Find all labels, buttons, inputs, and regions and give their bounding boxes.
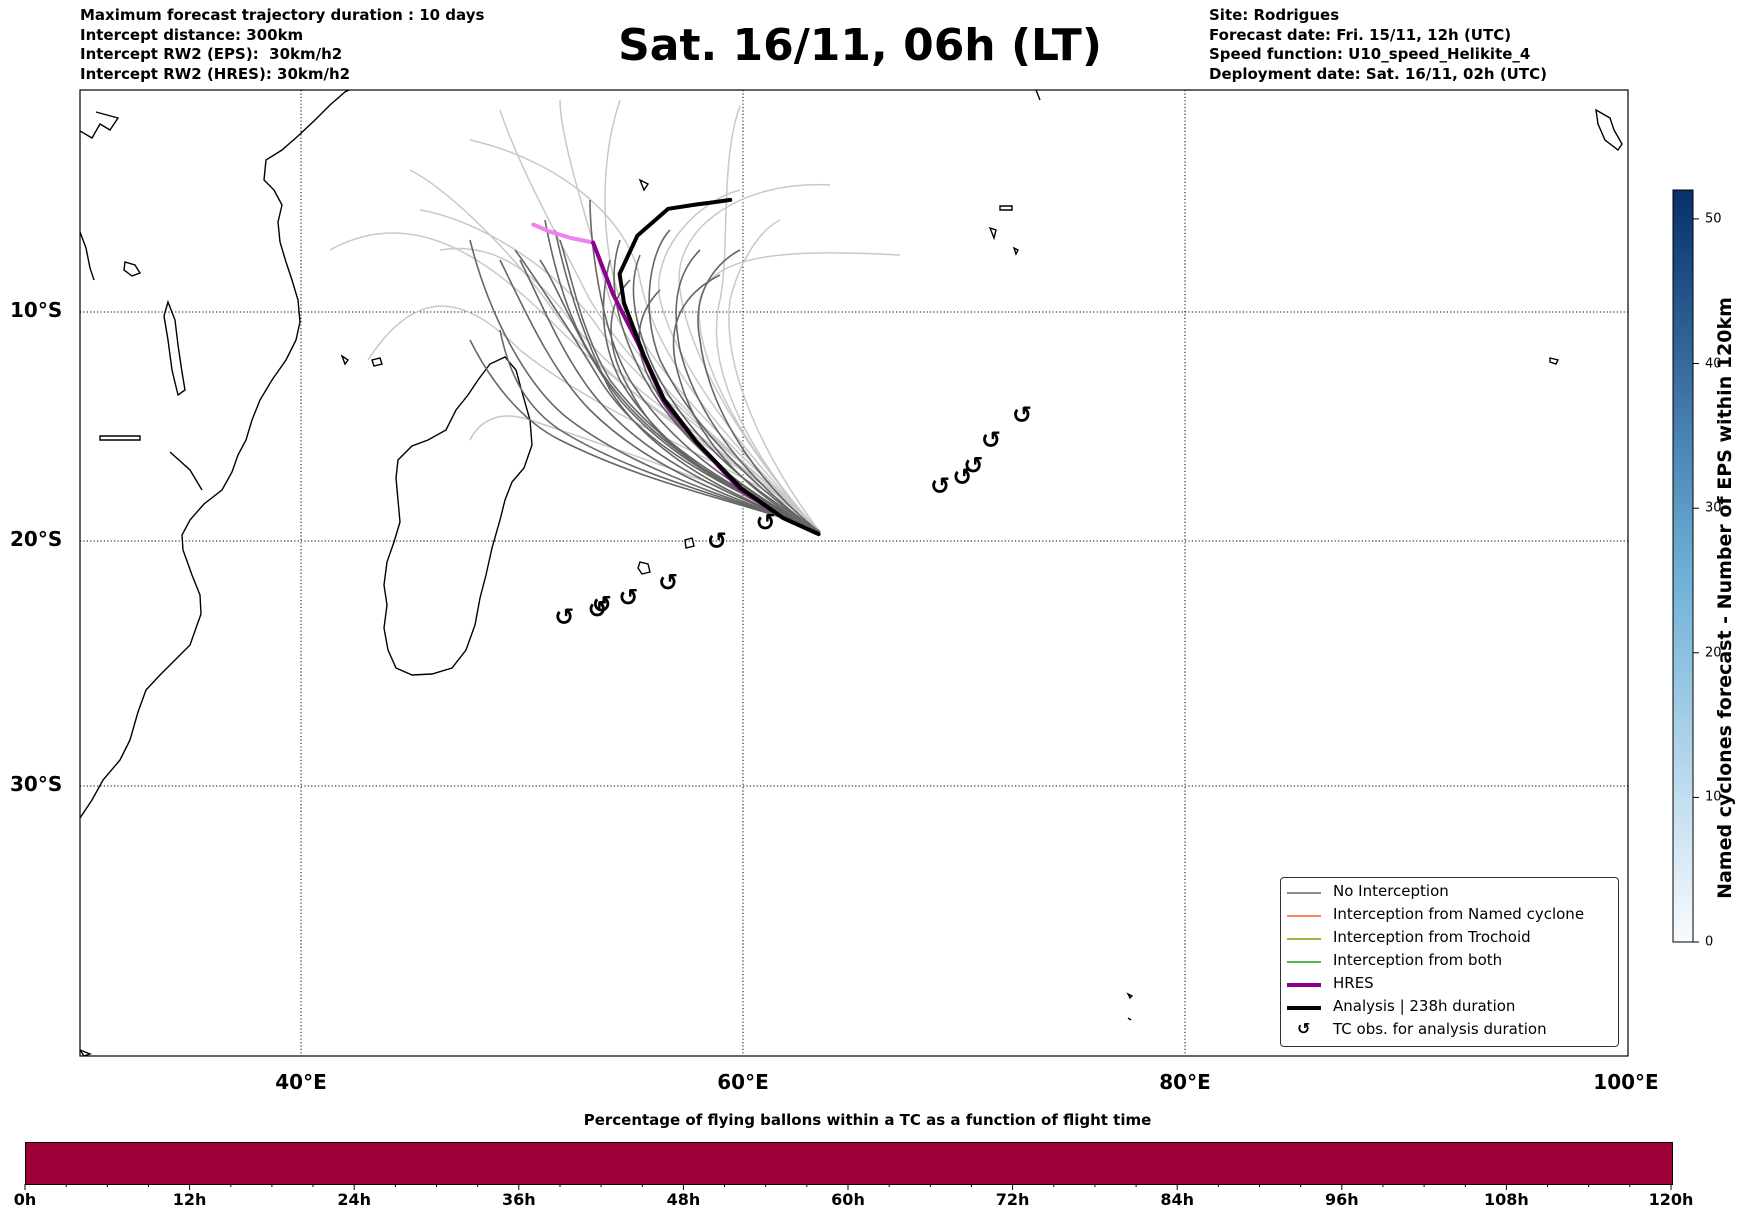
time-bar-label: 48h [666, 1190, 701, 1209]
colorbar-tick-label: 20 [1705, 645, 1722, 661]
gridlines [80, 90, 1628, 1056]
colorbar-gradient [1672, 189, 1694, 943]
legend-line-both [1287, 961, 1321, 963]
eps-trajectories-no-interception [469, 199, 821, 533]
tc-obs-marker: ↺ [658, 569, 678, 597]
legend-label: Interception from Named cyclone [1333, 905, 1585, 923]
time-bar [25, 1142, 1673, 1185]
lat-label-20s: 20°S [10, 527, 63, 551]
lon-label-100e: 100°E [1593, 1070, 1659, 1094]
tc-observations: ↺ ↺↺ ↺↺↺↺↺ ↺↺↺↺ [554, 401, 1032, 631]
lon-label-80e: 80°E [1159, 1070, 1211, 1094]
time-bar-label: 84h [1160, 1190, 1195, 1209]
header-line-rw2-hres: Intercept RW2 (HRES): 30km/h2 [80, 65, 351, 83]
header-line-site: Site: Rodrigues [1209, 6, 1340, 24]
time-bar-label: 12h [172, 1190, 207, 1209]
colorbar-title: Named cyclones forecast - Number of EPS … [1714, 297, 1736, 899]
tc-obs-marker: ↺ [1012, 401, 1032, 429]
legend-item-analysis: Analysis | 238h duration [1281, 996, 1618, 1018]
legend-label: TC obs. for analysis duration [1333, 1020, 1547, 1038]
legend-line-named-cyclone [1287, 915, 1321, 917]
time-bar-label: 120h [1648, 1190, 1694, 1209]
colorbar-tick-label: 40 [1705, 356, 1722, 371]
tc-obs-marker: ↺ [618, 583, 638, 611]
legend-line-analysis [1287, 1006, 1321, 1010]
tc-obs-marker: ↺ [554, 603, 574, 631]
tc-obs-marker: ↺ [587, 596, 607, 624]
main-title: Sat. 16/11, 06h (LT) [618, 20, 1102, 71]
tc-obs-marker: ↺ [707, 527, 727, 555]
header-line-deployment-date: Deployment date: Sat. 16/11, 02h (UTC) [1209, 65, 1547, 83]
header-line-speed-function: Speed function: U10_speed_Helikite_4 [1209, 45, 1531, 63]
tc-obs-marker: ↺ [755, 509, 775, 537]
eps-trajectories-light [329, 99, 901, 533]
time-bar-title: Percentage of flying ballons within a TC… [583, 1111, 1152, 1129]
legend-label: HRES [1333, 974, 1374, 992]
legend-label: Interception from both [1333, 951, 1503, 969]
cyclone-symbol-icon: ↺ [1297, 1019, 1311, 1038]
time-bar-label: 96h [1324, 1190, 1359, 1209]
time-bar-label: 36h [501, 1190, 536, 1209]
header-line-forecast-date: Forecast date: Fri. 15/11, 12h (UTC) [1209, 26, 1512, 44]
colorbar-tick-label: 0 [1705, 934, 1714, 950]
time-bar-label: 0h [13, 1190, 37, 1209]
header-line-duration: Maximum forecast trajectory duration : 1… [80, 6, 485, 24]
hres-track-early [531, 222, 596, 245]
header-line-distance: Intercept distance: 300km [80, 26, 304, 44]
map-border [79, 89, 1629, 1057]
legend-item-tc-obs: ↺ TC obs. for analysis duration [1281, 1019, 1618, 1041]
time-bar-label: 108h [1483, 1190, 1529, 1209]
legend-item-hres: HRES [1281, 973, 1618, 995]
colorbar-ticks [1693, 218, 1699, 943]
lat-label-30s: 30°S [10, 772, 63, 796]
lat-label-10s: 10°S [10, 298, 63, 322]
colorbar-tick-label: 30 [1705, 500, 1722, 516]
tc-obs-marker: ↺ [963, 451, 983, 479]
map-legend: No Interception Interception from Named … [1280, 877, 1619, 1047]
lon-label-40e: 40°E [275, 1070, 327, 1094]
time-bar-label: 60h [831, 1190, 865, 1209]
tc-obs-marker: ↺ [930, 472, 950, 500]
legend-label: Analysis | 238h duration [1333, 997, 1516, 1015]
legend-item-named-cyclone: Interception from Named cyclone [1281, 904, 1618, 926]
legend-line-no-interception [1287, 892, 1321, 894]
legend-item-both: Interception from both [1281, 950, 1618, 972]
tc-obs-marker: ↺ [981, 426, 1001, 454]
analysis-track [617, 197, 821, 537]
header-line-rw2-eps: Intercept RW2 (EPS): 30km/h2 [80, 45, 343, 63]
coastline-islands [80, 90, 1623, 1056]
legend-item-no-interception: No Interception [1281, 881, 1618, 903]
legend-line-trochoid [1287, 938, 1321, 940]
lon-label-60e: 60°E [717, 1070, 769, 1094]
tc-obs-marker: ↺ [952, 463, 972, 491]
time-bar-label: 72h [995, 1190, 1030, 1209]
coastline-madagascar [383, 356, 533, 676]
legend-line-hres [1287, 983, 1321, 987]
legend-item-trochoid: Interception from Trochoid [1281, 927, 1618, 949]
colorbar-tick-label: 10 [1705, 789, 1722, 805]
legend-label: No Interception [1333, 882, 1449, 900]
tc-obs-marker: ↺ [592, 591, 612, 619]
legend-label: Interception from Trochoid [1333, 928, 1531, 946]
coastline-africa [80, 90, 351, 819]
colorbar-tick-label: 50 [1705, 211, 1722, 227]
time-bar-label: 24h [337, 1190, 372, 1209]
